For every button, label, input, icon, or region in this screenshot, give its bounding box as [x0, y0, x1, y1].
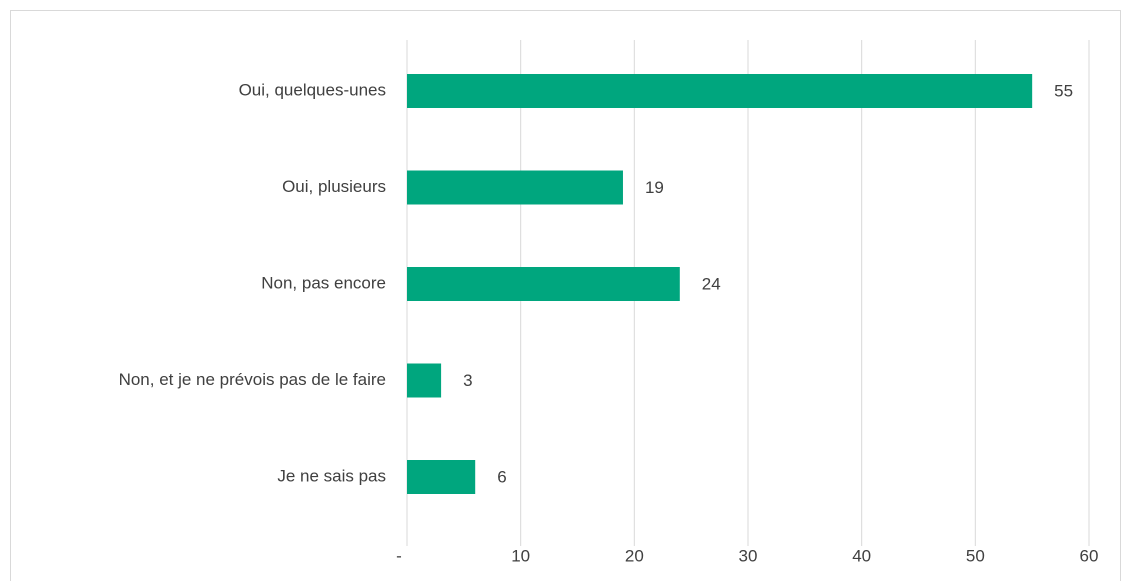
data-label: 19	[645, 178, 664, 197]
data-label: 55	[1054, 81, 1073, 100]
x-tick-label: 10	[511, 546, 530, 565]
bar	[407, 170, 623, 205]
y-tick-label: Non, et je ne prévois pas de le faire	[119, 370, 386, 389]
y-tick-label: Je ne sais pas	[277, 466, 386, 485]
x-tick-label: 60	[1080, 546, 1099, 565]
y-tick-label: Oui, quelques-unes	[239, 80, 386, 99]
bar	[407, 363, 442, 398]
y-tick-label: Oui, plusieurs	[282, 177, 386, 196]
bar	[407, 460, 476, 494]
x-tick-label: -	[396, 546, 402, 565]
bar	[407, 74, 1033, 108]
x-tick-label: 20	[625, 546, 644, 565]
y-tick-label: Non, pas encore	[261, 273, 386, 292]
x-tick-label: 50	[966, 546, 985, 565]
chart-frame	[10, 10, 1121, 581]
data-label: 3	[463, 371, 472, 390]
data-label: 24	[702, 274, 721, 293]
bar	[407, 267, 680, 301]
data-label: 6	[497, 467, 506, 486]
x-tick-label: 30	[739, 546, 758, 565]
x-tick-label: 40	[852, 546, 871, 565]
